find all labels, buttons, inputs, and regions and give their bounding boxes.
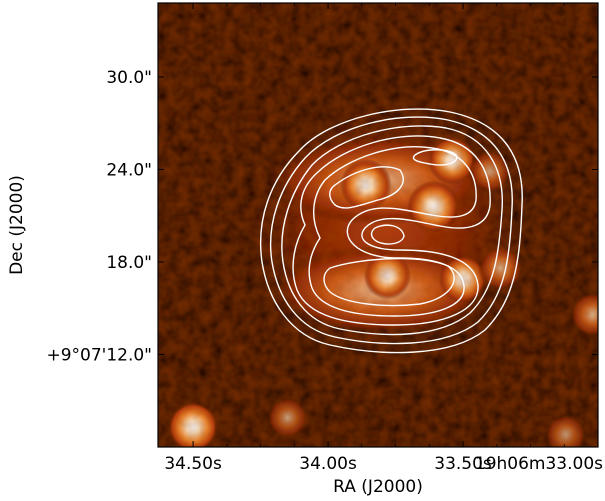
bright-source [428, 136, 477, 185]
plot-frame [157, 2, 599, 448]
contour-level-7 [323, 257, 455, 307]
contour-level-3 [281, 125, 503, 336]
x-tick-label: 34.00s [299, 454, 357, 474]
contour-level-9 [370, 224, 405, 245]
y-axis: +9°07'12.0" 18.0" 24.0" 30.0" [46, 68, 598, 366]
plot-area [158, 3, 598, 447]
contour-lines [259, 108, 523, 354]
bright-source [545, 414, 587, 447]
y-tick-label: 24.0" [106, 161, 152, 181]
bright-source [570, 292, 598, 337]
y-axis-label: Dec (J2000) [7, 175, 27, 275]
y-tick-label: 30.0" [106, 68, 152, 88]
contour-level-6 [329, 166, 404, 209]
contour-level-8 [412, 149, 458, 166]
x-tick-label: 34.50s [164, 454, 222, 474]
x-tick-label: 33.50s [434, 454, 492, 474]
bright-source [407, 180, 460, 233]
contour-level-1 [259, 108, 523, 354]
x-axis-label: RA (J2000) [333, 477, 423, 497]
contour-level-2 [269, 116, 513, 345]
bright-source [339, 158, 392, 211]
bright-source [266, 397, 309, 439]
x-tick-label: 19h06m33.00s [475, 454, 603, 474]
y-tick-label: +9°07'12.0" [46, 346, 152, 366]
bright-source [478, 245, 524, 291]
y-tick-label: 18.0" [106, 253, 152, 273]
contour-level-4 [292, 135, 491, 326]
heatmap-image [158, 3, 598, 447]
bright-source [363, 252, 412, 300]
bright-source [167, 400, 220, 447]
